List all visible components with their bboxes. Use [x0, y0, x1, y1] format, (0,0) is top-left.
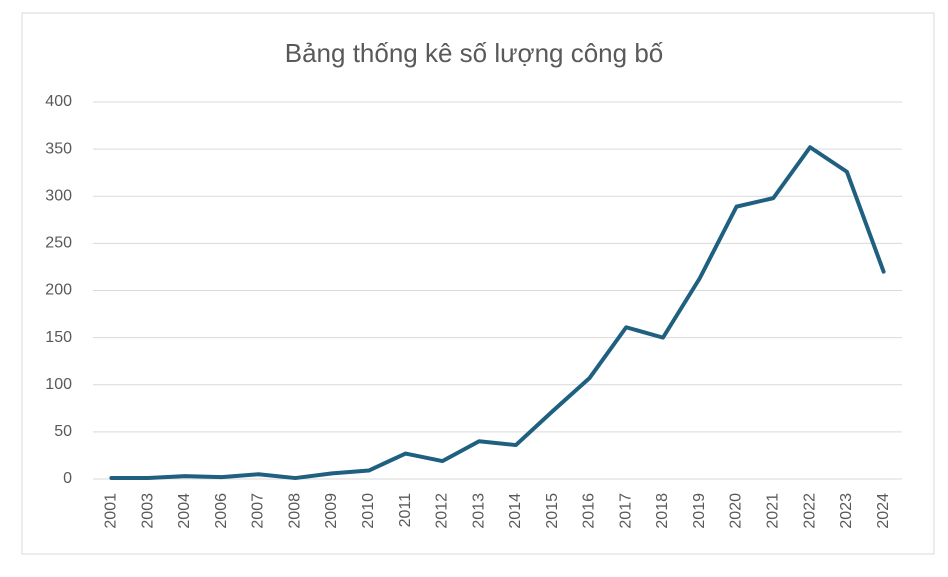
x-tick-label: 2019 [691, 493, 708, 529]
x-tick-label: 2001 [103, 493, 120, 529]
x-tick-label: 2009 [323, 493, 340, 529]
x-tick-label: 2012 [434, 493, 451, 529]
x-tick-label: 2017 [617, 493, 634, 529]
y-tick-label: 50 [54, 423, 72, 440]
y-tick-label: 0 [63, 470, 72, 487]
x-tick-label: 2011 [397, 493, 414, 528]
data-line [109, 145, 886, 481]
x-tick-label: 2021 [765, 493, 782, 529]
x-tick-label: 2018 [654, 493, 671, 529]
chart-frame [21, 12, 935, 555]
x-tick-label: 2024 [875, 493, 892, 529]
chart-title: Bảng thống kê số lượng công bố [285, 38, 664, 68]
y-tick-label: 350 [45, 140, 72, 157]
y-tick-label: 250 [45, 235, 72, 252]
x-tick-label: 2023 [838, 493, 855, 529]
y-tick-label: 300 [45, 187, 72, 204]
x-tick-label: 2014 [507, 493, 524, 529]
y-tick-label: 400 [45, 93, 72, 110]
x-tick-label: 2006 [213, 493, 230, 529]
x-tick-label: 2015 [544, 493, 561, 529]
x-tick-label: 2016 [581, 493, 598, 529]
x-tick-label: 2003 [139, 493, 156, 529]
y-tick-label: 200 [45, 282, 72, 299]
x-tick-label: 2007 [250, 493, 267, 529]
y-tick-label: 150 [45, 329, 72, 346]
x-tick-label: 2022 [801, 493, 818, 529]
x-tick-label: 2008 [286, 493, 303, 529]
x-tick-label: 2004 [176, 493, 193, 529]
x-tick-label: 2013 [470, 493, 487, 529]
x-tick-label: 2020 [728, 493, 745, 529]
y-tick-label: 100 [45, 376, 72, 393]
x-tick-label: 2010 [360, 493, 377, 529]
